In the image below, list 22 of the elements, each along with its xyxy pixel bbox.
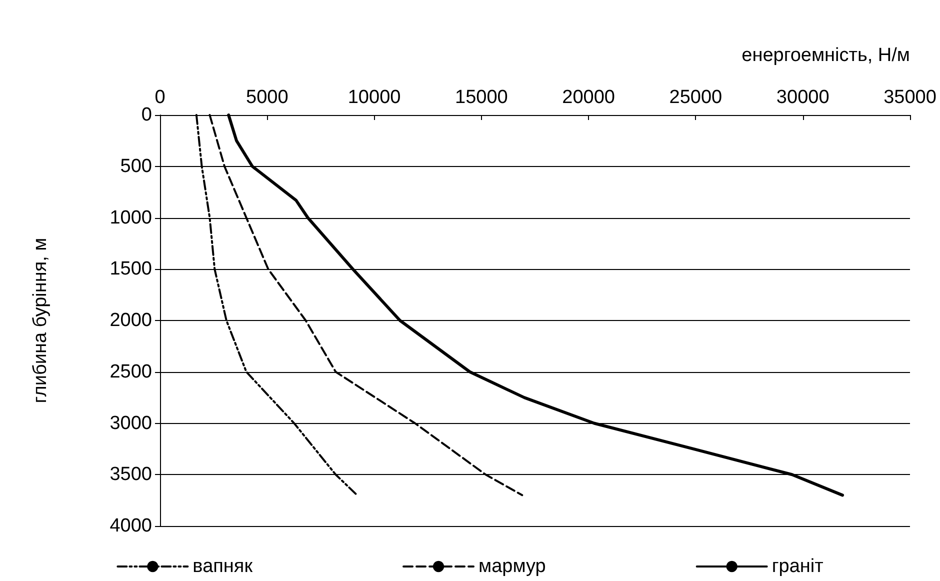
x-tick-label: 30000: [776, 87, 830, 108]
y-tick-label: 2500: [110, 361, 152, 382]
y-tick-label: 3500: [110, 464, 152, 486]
x-tick-label: 25000: [669, 87, 722, 108]
x-tick-label: 10000: [348, 87, 401, 108]
x-tick-label: 20000: [562, 87, 615, 108]
y-tick-label: 500: [120, 156, 152, 177]
legend-label: мармур: [478, 556, 546, 577]
y-tick-label: 1500: [110, 258, 152, 280]
legend-label: вапняк: [192, 556, 254, 577]
y-tick-label: 2000: [110, 310, 152, 331]
x-tick-label: 35000: [884, 87, 936, 108]
x-tick-label: 15000: [455, 87, 508, 108]
x-tick-label: 0: [154, 87, 166, 108]
y-tick-label: 3000: [110, 412, 152, 434]
x-tick-label: 5000: [246, 87, 288, 108]
y-tick-label: 4000: [110, 516, 152, 536]
y-tick-label: 1000: [110, 207, 152, 228]
legend-label: граніт: [772, 556, 824, 577]
x-axis-title: енергоемність, Н/м: [742, 45, 910, 66]
y-axis-title: глибина буріння, м: [30, 238, 51, 404]
y-tick-label: 0: [141, 104, 152, 126]
